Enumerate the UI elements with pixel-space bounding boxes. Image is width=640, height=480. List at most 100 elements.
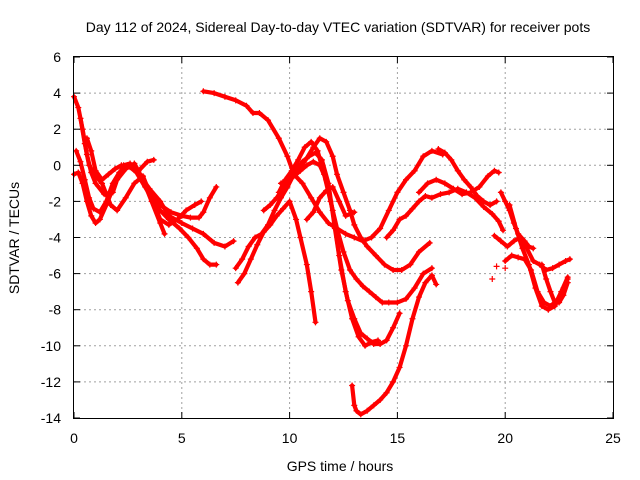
data-point	[200, 230, 207, 237]
data-point	[493, 198, 500, 205]
data-point	[310, 158, 317, 165]
y-tick-label: -4	[49, 230, 62, 246]
data-point	[258, 230, 265, 237]
x-tick-label: 5	[178, 430, 186, 446]
data-point	[234, 279, 241, 286]
data-point	[351, 234, 358, 241]
data-point	[265, 221, 272, 228]
data-point	[415, 248, 422, 255]
data-point	[390, 378, 397, 385]
data-point	[385, 207, 392, 214]
data-point	[374, 337, 381, 344]
y-tick-label: 2	[53, 121, 61, 137]
data-point	[198, 198, 205, 205]
data-point	[409, 205, 416, 212]
data-point	[303, 216, 310, 223]
data-point	[385, 299, 392, 306]
data-point	[96, 209, 103, 216]
data-point	[206, 261, 213, 268]
data-point	[316, 135, 323, 142]
data-point	[383, 337, 390, 344]
x-tick-label: 25	[605, 430, 621, 446]
data-point	[461, 176, 468, 183]
data-point	[165, 216, 172, 223]
data-point	[377, 225, 384, 232]
data-point	[75, 169, 82, 176]
grid	[74, 57, 613, 418]
data-point	[107, 202, 114, 209]
data-point	[566, 256, 573, 263]
data-point	[428, 194, 435, 201]
data-point	[265, 117, 272, 124]
chart-title: Day 112 of 2024, Sidereal Day-to-day VTE…	[86, 19, 590, 35]
data-point	[424, 180, 431, 187]
data-point	[403, 212, 410, 219]
y-tick-label: -10	[41, 338, 61, 354]
data-point	[243, 102, 250, 109]
data-point	[221, 243, 228, 250]
series-trace-8	[235, 199, 318, 325]
series-trace-13	[350, 273, 439, 417]
data-point	[183, 207, 190, 214]
data-point	[364, 407, 371, 414]
data-point	[411, 285, 418, 292]
data-point	[448, 156, 455, 163]
data-point	[484, 173, 491, 180]
data-point	[118, 162, 125, 169]
data-point	[370, 402, 377, 409]
data-point	[349, 315, 356, 322]
data-point	[157, 202, 164, 209]
data-point	[368, 339, 375, 346]
data-point	[394, 189, 401, 196]
data-point	[530, 245, 537, 252]
data-point	[247, 256, 254, 263]
data-point	[491, 167, 498, 174]
data-point	[396, 364, 403, 371]
data-point	[372, 252, 379, 259]
data-point	[398, 266, 405, 273]
data-point	[286, 198, 293, 205]
data-point	[390, 324, 397, 331]
data-point	[545, 306, 552, 313]
data-point	[290, 173, 297, 180]
data-point	[504, 243, 511, 250]
data-point	[301, 144, 308, 151]
data-point	[189, 225, 196, 232]
data-point	[111, 165, 118, 172]
data-point	[359, 283, 366, 290]
data-point	[480, 198, 487, 205]
data-point	[96, 216, 103, 223]
data-point	[249, 109, 256, 116]
data-point	[420, 153, 427, 160]
data-point	[206, 194, 213, 201]
data-point	[280, 205, 287, 212]
x-tick-label: 10	[282, 430, 298, 446]
data-point	[433, 281, 440, 288]
data-point	[316, 194, 323, 201]
data-point	[396, 310, 403, 317]
data-point	[105, 171, 112, 178]
data-point	[362, 342, 369, 349]
data-point	[165, 221, 172, 228]
data-point	[519, 245, 526, 252]
data-point	[310, 209, 317, 216]
data-point	[131, 180, 138, 187]
data-point	[211, 90, 218, 97]
data-point	[515, 254, 522, 261]
data-point	[254, 241, 261, 248]
data-point	[502, 198, 509, 205]
data-point	[303, 261, 310, 268]
data-point	[325, 220, 332, 227]
data-point	[446, 189, 453, 196]
data-point	[415, 198, 422, 205]
data-point	[77, 115, 84, 122]
data-point	[422, 279, 429, 286]
data-point	[196, 214, 203, 221]
data-point	[379, 299, 386, 306]
data-point	[342, 288, 349, 295]
data-point	[174, 216, 181, 223]
data-point	[441, 149, 448, 156]
data-point	[454, 167, 461, 174]
